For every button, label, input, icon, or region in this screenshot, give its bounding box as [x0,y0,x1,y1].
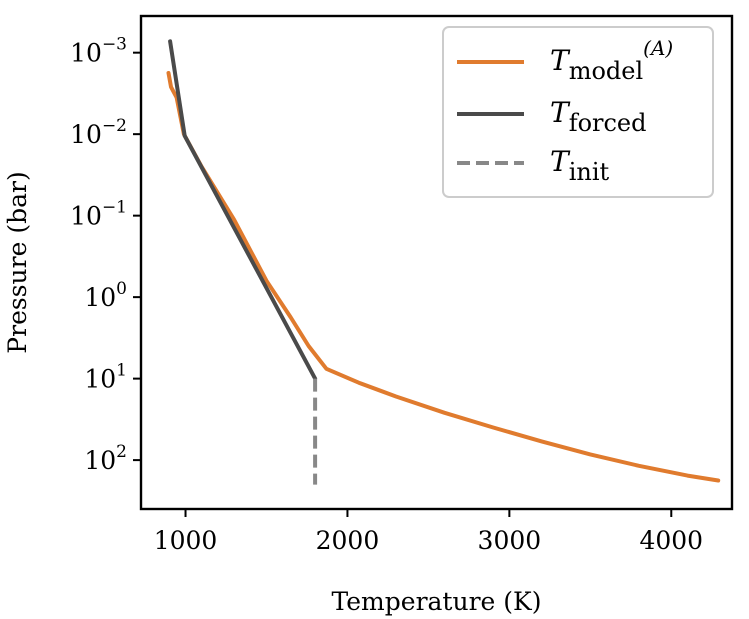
y-tick-label: 10−2 [70,116,127,149]
legend-entry-init: Tinit [550,145,609,186]
y-tick-label: 100 [84,279,127,312]
legend-box [442,26,714,198]
x-tick-label: 2000 [316,526,380,555]
legend-entry-forced: Tforced [550,96,647,137]
x-tick-label: 1000 [154,526,218,555]
x-axis-label: Temperature (K) [332,587,542,616]
plot-frame [139,14,734,511]
series-line-forced [168,39,318,381]
y-tick-label: 101 [84,361,127,394]
series-layer [166,39,721,485]
y-axis-label: Pressure (bar) [3,171,32,353]
y-axis-ticks: 10−3 10−2 10−1 100 101 102 [70,35,141,475]
y-tick-label: 10−3 [70,35,127,68]
legend: Tmodel(A) Tforced Tinit [442,26,714,198]
y-tick-label: 10−1 [70,198,127,231]
x-tick-label: 4000 [639,526,703,555]
x-axis-ticks: 1000 2000 3000 4000 [154,509,703,555]
y-tick-label: 102 [84,442,127,475]
x-tick-label: 3000 [478,526,542,555]
legend-entry-model: Tmodel(A) [550,36,673,85]
